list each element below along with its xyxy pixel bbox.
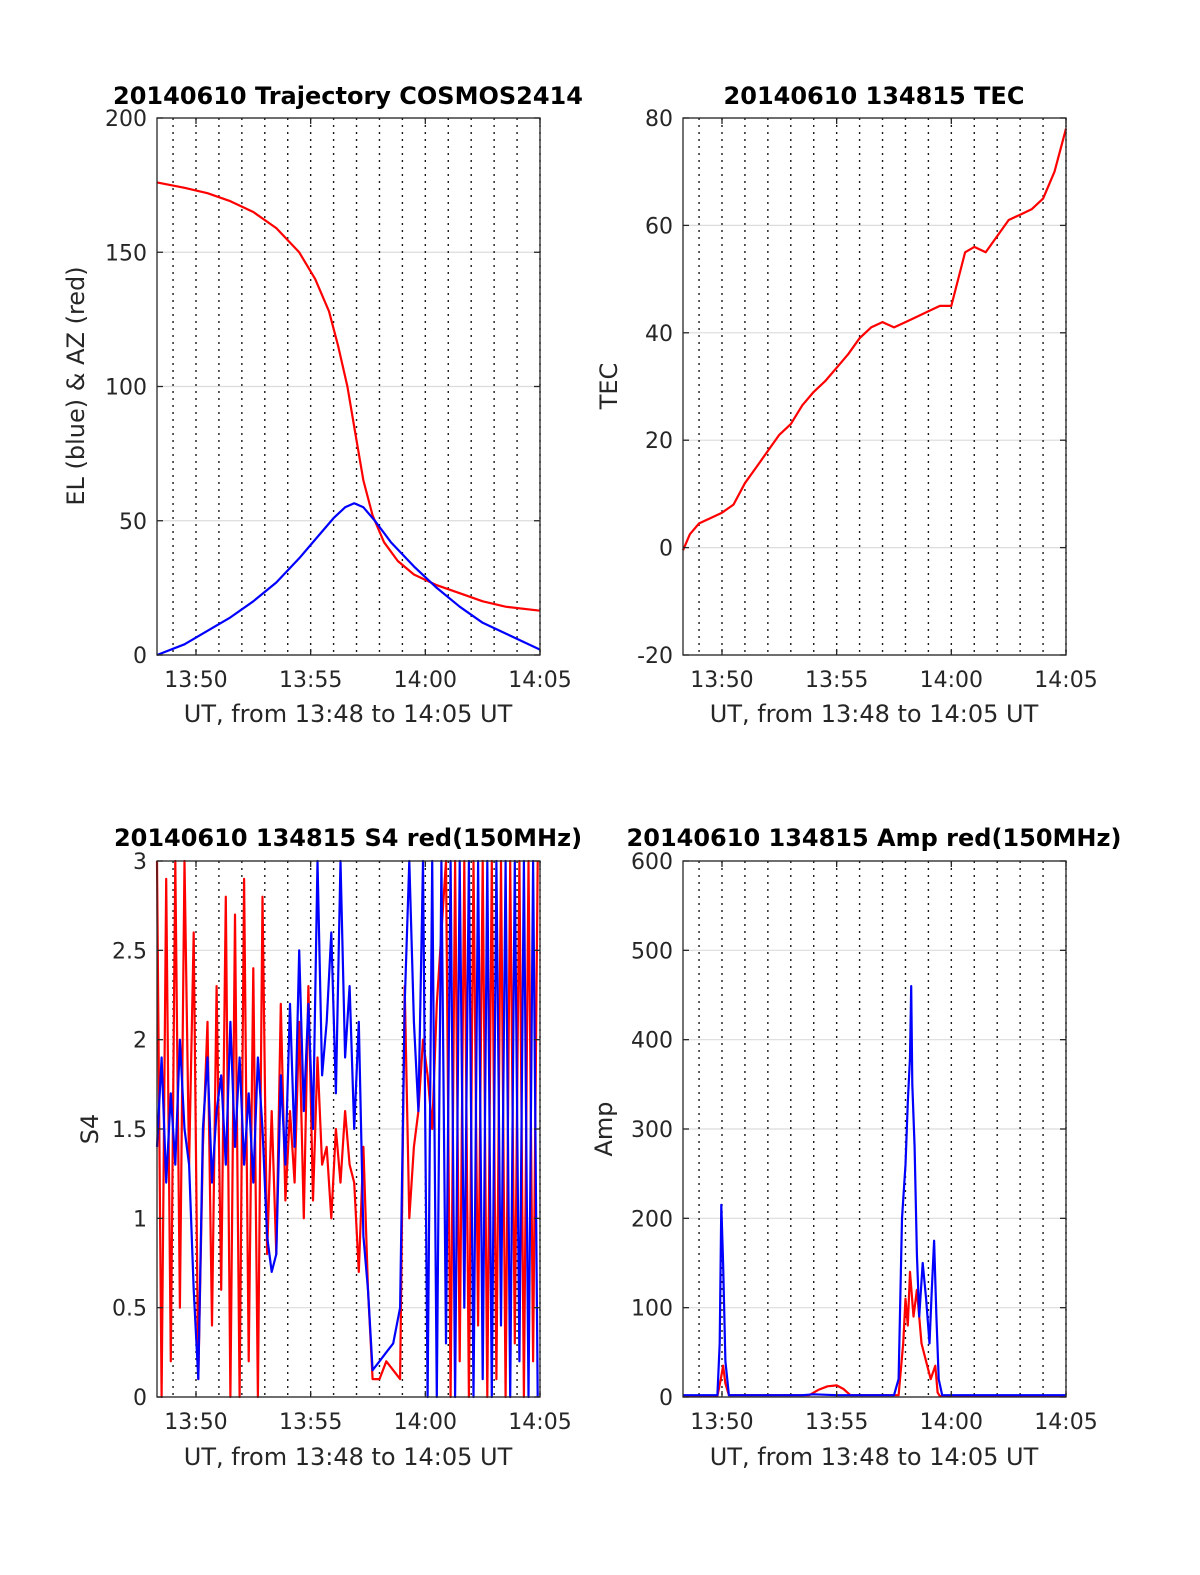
y-axis-label: TEC <box>595 363 623 411</box>
chart-s4: 20140610 134815 S4 red(150MHz) 0 0.5 1 1.5 2… <box>76 824 582 1471</box>
series-layer <box>683 984 1066 1398</box>
y-axis-label: EL (blue) & AZ (red) <box>62 266 90 505</box>
x-tick-label: 13:50 <box>690 668 753 693</box>
y-tick-label: 1 <box>133 1207 147 1232</box>
y-tick-label: 80 <box>645 107 673 132</box>
x-tick-label: 13:50 <box>690 1410 753 1435</box>
y-tick-label: 100 <box>105 376 147 401</box>
y-tick-label: 150 <box>105 241 147 266</box>
chart-title: 20140610 134815 S4 red(150MHz) <box>114 824 582 852</box>
x-tick-label: 14:05 <box>1034 668 1097 693</box>
x-tick-label: 14:05 <box>508 668 571 693</box>
y-tick-label: 500 <box>631 939 673 964</box>
chart-title: 20140610 134815 Amp red(150MHz) <box>627 824 1122 852</box>
x-tick-label: 13:50 <box>164 1410 227 1435</box>
ticks: -20 0 20 40 60 80 13:50 13:55 14:00 14:05 <box>637 107 1098 693</box>
y-tick-label: 3 <box>133 850 147 875</box>
y-tick-label: 200 <box>105 107 147 132</box>
y-tick-label: 60 <box>645 214 673 239</box>
y-tick-label: 0.5 <box>112 1297 147 1322</box>
plot-frame <box>682 117 1067 656</box>
x-axis-label: UT, from 13:48 to 14:05 UT <box>184 700 513 728</box>
grid <box>683 860 1067 1398</box>
series-line-0 <box>681 128 1068 551</box>
series-layer <box>156 181 541 657</box>
y-tick-label: 20 <box>645 429 673 454</box>
x-tick-label: 13:55 <box>805 1410 868 1435</box>
y-tick-label: 100 <box>631 1297 673 1322</box>
y-tick-label: 40 <box>645 322 673 347</box>
ticks: 0 0.5 1 1.5 2 2.5 3 13:50 13:55 14:00 14:05 <box>112 850 572 1435</box>
y-tick-label: 0 <box>659 537 673 562</box>
chart-title: 20140610 134815 TEC <box>724 82 1025 110</box>
x-tick-label: 14:05 <box>1034 1410 1097 1435</box>
chart-trajectory: 20140610 Trajectory COSMOS2414 0 50 100 150… <box>62 82 583 728</box>
y-tick-label: 200 <box>631 1207 673 1232</box>
y-tick-label: 2 <box>133 1029 147 1054</box>
y-tick-label: 0 <box>133 644 147 669</box>
y-tick-label: 0 <box>133 1386 147 1411</box>
series-line-0 <box>683 1270 1066 1398</box>
chart-tec: 20140610 134815 TEC -20 0 20 40 60 80 13:50 13:… <box>595 82 1098 728</box>
series-line-0 <box>156 181 541 612</box>
y-tick-label: 0 <box>659 1386 673 1411</box>
x-axis-label: UT, from 13:48 to 14:05 UT <box>710 1443 1039 1471</box>
x-tick-label: 13:55 <box>805 668 868 693</box>
x-axis-label: UT, from 13:48 to 14:05 UT <box>710 700 1039 728</box>
x-axis-label: UT, from 13:48 to 14:05 UT <box>184 1443 513 1471</box>
ticks: 0 50 100 150 200 13:50 13:55 14:00 14:05 <box>105 107 572 693</box>
x-tick-label: 14:00 <box>920 1410 983 1435</box>
y-tick-label: 50 <box>119 510 147 535</box>
series-line-1 <box>683 984 1066 1397</box>
y-tick-label: -20 <box>637 644 673 669</box>
series-line-1 <box>156 502 541 657</box>
x-tick-label: 13:55 <box>279 668 342 693</box>
x-tick-label: 13:50 <box>164 668 227 693</box>
x-tick-label: 14:05 <box>508 1410 571 1435</box>
x-tick-label: 14:00 <box>920 668 983 693</box>
y-tick-label: 300 <box>631 1118 673 1143</box>
y-tick-label: 2.5 <box>112 939 147 964</box>
y-tick-label: 400 <box>631 1029 673 1054</box>
x-tick-label: 14:00 <box>394 668 457 693</box>
x-tick-label: 14:00 <box>394 1410 457 1435</box>
series-layer <box>155 859 539 1399</box>
series-layer <box>681 128 1068 551</box>
chart-title: 20140610 Trajectory COSMOS2414 <box>113 82 583 110</box>
y-tick-label: 1.5 <box>112 1118 147 1143</box>
x-tick-label: 13:55 <box>279 1410 342 1435</box>
y-axis-label: Amp <box>590 1101 618 1156</box>
y-axis-label: S4 <box>76 1114 104 1145</box>
chart-amp: 20140610 134815 Amp red(150MHz) 0 100 200 3… <box>590 824 1121 1471</box>
y-tick-label: 600 <box>631 850 673 875</box>
series-line-1 <box>155 859 539 1399</box>
ticks: 0 100 200 300 400 500 600 13:50 13:55 14:00 14:05 <box>631 850 1098 1435</box>
